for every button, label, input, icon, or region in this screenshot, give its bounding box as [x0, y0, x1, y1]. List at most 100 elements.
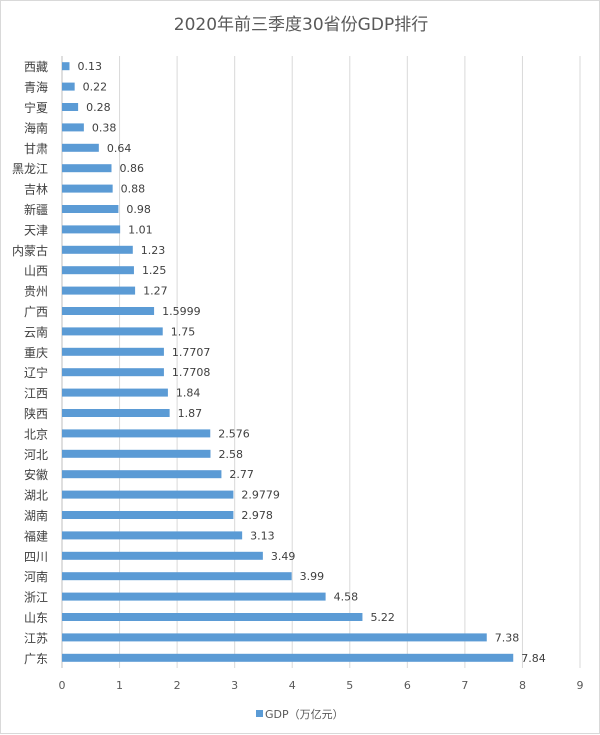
data-label: 2.978	[241, 509, 273, 522]
category-label: 重庆	[24, 346, 48, 360]
category-label: 广西	[24, 305, 48, 319]
bar	[62, 327, 163, 336]
data-label: 1.01	[128, 223, 153, 236]
category-label: 四川	[24, 550, 48, 564]
x-tick-label: 4	[289, 679, 296, 692]
x-tick-label: 6	[404, 679, 411, 692]
x-tick-label: 0	[59, 679, 66, 692]
bar	[62, 429, 211, 438]
legend[interactable]: GDP（万亿元）	[256, 708, 344, 721]
category-label: 河北	[24, 448, 48, 462]
legend-label: GDP（万亿元）	[265, 708, 344, 721]
data-label: 1.7707	[172, 346, 211, 359]
bar	[62, 613, 363, 621]
bar	[62, 592, 326, 601]
bar	[62, 368, 164, 377]
bar	[62, 388, 168, 397]
bar	[62, 511, 234, 519]
data-label: 1.5999	[162, 305, 201, 318]
category-label: 内蒙古	[12, 243, 48, 258]
data-label: 2.77	[229, 468, 254, 481]
category-label: 宁夏	[24, 100, 48, 115]
bar	[62, 307, 155, 315]
category-label: 陕西	[24, 406, 48, 421]
bar	[62, 225, 121, 234]
category-label: 青海	[24, 80, 48, 95]
bar	[62, 62, 70, 71]
data-label: 3.99	[300, 570, 325, 583]
bar	[62, 266, 134, 275]
category-label: 河南	[24, 569, 48, 584]
data-label: 0.86	[119, 162, 143, 175]
bar	[62, 531, 243, 540]
bar	[62, 347, 164, 356]
data-label: 0.22	[83, 81, 108, 94]
bar	[62, 490, 234, 499]
category-label: 吉林	[24, 183, 48, 197]
category-label: 安徽	[24, 467, 48, 482]
data-label: 4.58	[334, 591, 359, 604]
data-labels: 0.13 0.22 0.28 0.38 0.64 0.86 0.88 0.98 1.01 1.23…	[77, 60, 545, 665]
data-label: 0.88	[121, 183, 146, 196]
category-label: 福建	[24, 528, 48, 543]
data-label: 5.22	[370, 611, 395, 624]
bars	[62, 62, 514, 662]
bar	[62, 286, 136, 295]
category-label: 黑龙江	[12, 162, 48, 176]
data-label: 7.38	[495, 631, 520, 644]
data-label: 2.576	[218, 427, 250, 440]
x-tick-label: 3	[231, 679, 238, 692]
data-label: 1.75	[171, 325, 196, 338]
bar	[62, 205, 119, 213]
bar	[62, 82, 75, 91]
category-label: 甘肃	[24, 142, 48, 156]
category-label: 辽宁	[24, 365, 48, 380]
category-label: 湖南	[24, 508, 48, 523]
category-label: 山东	[24, 611, 48, 625]
bar	[62, 572, 292, 581]
bar	[62, 449, 211, 458]
x-tick-labels: 0 1 2 3 4 5 6 7 8 9	[59, 679, 584, 692]
data-label: 0.28	[86, 101, 111, 114]
data-label: 2.9779	[241, 489, 280, 502]
data-label: 3.13	[250, 529, 275, 542]
bar	[62, 653, 514, 662]
data-label: 0.64	[107, 142, 132, 155]
bar	[62, 143, 99, 152]
data-label: 0.98	[126, 203, 151, 216]
category-label: 广东	[24, 652, 48, 666]
x-tick-label: 2	[174, 679, 181, 692]
bar	[62, 103, 79, 111]
bar	[62, 245, 133, 254]
bar	[62, 184, 113, 193]
category-label: 浙江	[24, 591, 48, 605]
category-label: 天津	[24, 223, 48, 237]
x-tick-label: 1	[116, 679, 123, 692]
data-label: 1.84	[176, 387, 201, 400]
data-label: 1.7708	[172, 366, 211, 379]
category-label: 海南	[24, 120, 48, 135]
data-label: 2.58	[218, 448, 243, 461]
data-label: 1.25	[142, 264, 167, 277]
category-labels: 西藏青海宁夏海南甘肃黑龙江吉林新疆天津内蒙古山西贵州广西云南重庆辽宁江西陕西北京…	[12, 60, 48, 666]
category-label: 江苏	[24, 631, 48, 645]
chart-title: 2020年前三季度30省份GDP排行	[174, 15, 428, 35]
data-label: 0.38	[92, 121, 117, 134]
legend-swatch	[256, 710, 263, 717]
x-tick-label: 8	[519, 679, 526, 692]
gridlines	[61, 56, 581, 668]
data-label: 1.87	[178, 407, 203, 420]
data-label: 0.13	[77, 60, 102, 73]
category-label: 贵州	[24, 285, 48, 299]
x-tick-label: 7	[461, 679, 468, 692]
x-tick-label: 5	[346, 679, 353, 692]
bar	[62, 409, 170, 417]
bar	[62, 470, 222, 479]
category-label: 云南	[24, 324, 48, 339]
bar	[62, 633, 487, 642]
data-label: 3.49	[271, 550, 296, 563]
category-label: 北京	[24, 427, 48, 441]
data-label: 1.23	[141, 244, 166, 257]
